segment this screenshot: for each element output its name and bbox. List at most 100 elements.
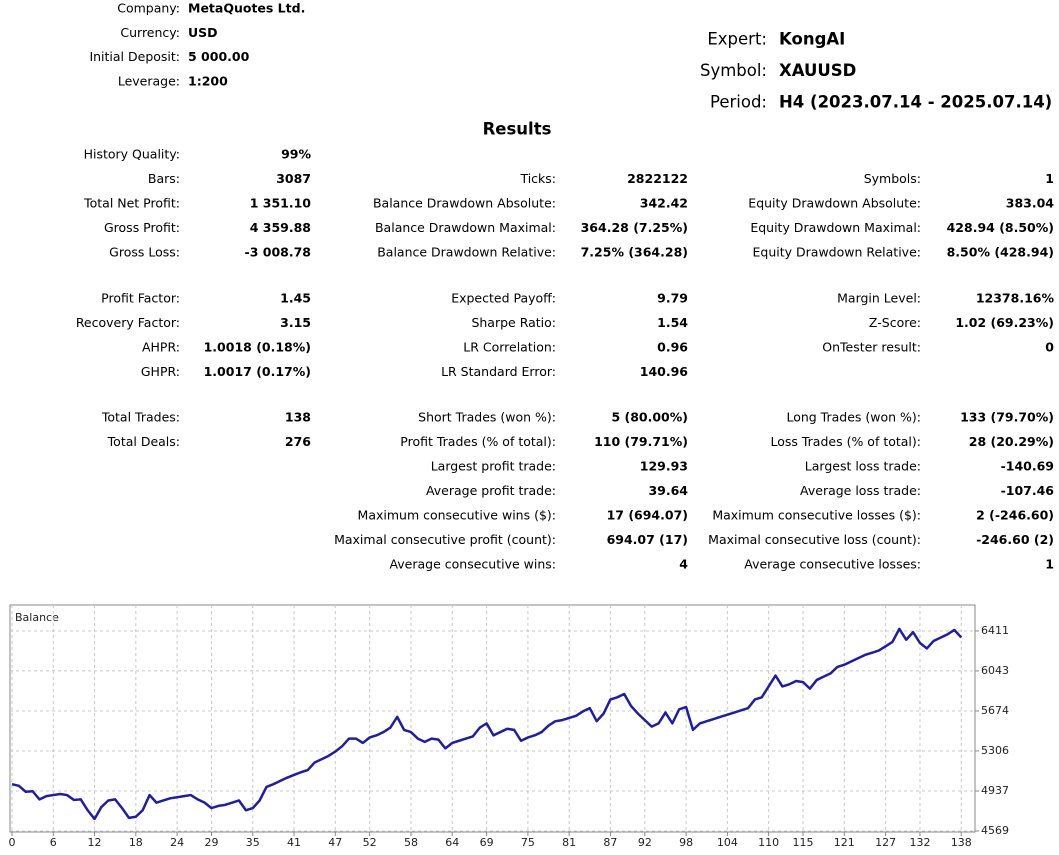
- result-label: Equity Drawdown Maximal:: [750, 220, 921, 235]
- result-value: 1.02 (69.23%): [955, 315, 1054, 330]
- result-label: Symbols:: [864, 171, 921, 186]
- x-tick-label: 104: [717, 836, 738, 849]
- field-label: Period:: [710, 93, 767, 112]
- result-value: 1 351.10: [250, 196, 312, 211]
- result-label: Short Trades (won %):: [418, 410, 556, 425]
- result-value: -246.60 (2): [976, 532, 1054, 547]
- result-value: 1: [1045, 171, 1054, 186]
- result-value: -3 008.78: [245, 245, 311, 260]
- result-label: Average consecutive wins:: [389, 557, 556, 572]
- result-label: Largest loss trade:: [805, 459, 921, 474]
- field-label: Initial Deposit:: [89, 49, 180, 64]
- result-value: 5 (80.00%): [611, 410, 688, 425]
- x-tick-label: 29: [204, 836, 218, 849]
- result-value: 0: [1045, 340, 1054, 355]
- x-tick-label: 110: [758, 836, 779, 849]
- result-label: AHPR:: [142, 340, 180, 355]
- result-value: 110 (79.71%): [594, 434, 688, 449]
- x-tick-label: 64: [445, 836, 459, 849]
- result-value: 342.42: [640, 196, 688, 211]
- field-label: Symbol:: [700, 61, 767, 80]
- result-label: Expected Payoff:: [451, 291, 556, 306]
- result-value: 129.93: [640, 459, 688, 474]
- field-value: 5 000.00: [188, 49, 250, 64]
- result-label: Loss Trades (% of total):: [770, 434, 921, 449]
- y-tick-label: 5306: [981, 744, 1009, 757]
- chart-title: Balance: [15, 611, 59, 624]
- x-tick-label: 24: [170, 836, 184, 849]
- result-label: Z-Score:: [869, 315, 921, 330]
- x-tick-label: 115: [793, 836, 814, 849]
- result-label: Total Trades:: [101, 410, 180, 425]
- result-label: Bars:: [148, 171, 180, 186]
- x-tick-label: 18: [129, 836, 143, 849]
- result-label: Average profit trade:: [426, 483, 556, 498]
- result-value: 1.45: [280, 291, 311, 306]
- field-value: XAUUSD: [779, 61, 856, 80]
- result-label: Sharpe Ratio:: [471, 315, 556, 330]
- x-tick-label: 12: [88, 836, 102, 849]
- result-value: 17 (694.07): [607, 508, 688, 523]
- result-value: 1.0018 (0.18%): [204, 340, 311, 355]
- result-label: Largest profit trade:: [431, 459, 556, 474]
- x-tick-label: 92: [638, 836, 652, 849]
- result-label: Gross Loss:: [109, 245, 180, 260]
- field-label: Company:: [117, 1, 180, 16]
- x-tick-label: 138: [951, 836, 972, 849]
- x-tick-label: 0: [9, 836, 16, 849]
- x-tick-label: 52: [363, 836, 377, 849]
- y-tick-label: 5674: [981, 704, 1009, 717]
- result-value: 3.15: [280, 315, 311, 330]
- result-value: 39.64: [648, 483, 688, 498]
- result-label: LR Standard Error:: [441, 364, 556, 379]
- x-tick-label: 41: [287, 836, 301, 849]
- result-label: Average loss trade:: [800, 483, 921, 498]
- result-value: -107.46: [1001, 483, 1055, 498]
- result-value: 428.94 (8.50%): [947, 220, 1054, 235]
- y-tick-label: 4937: [981, 784, 1009, 797]
- result-value: -140.69: [1001, 459, 1054, 474]
- result-label: Balance Drawdown Absolute:: [373, 196, 556, 211]
- result-label: Average consecutive losses:: [744, 557, 921, 572]
- result-value: 138: [285, 410, 311, 425]
- result-label: Gross Profit:: [104, 220, 180, 235]
- x-tick-label: 121: [834, 836, 855, 849]
- result-label: Total Net Profit:: [83, 196, 180, 211]
- y-tick-label: 4569: [981, 824, 1009, 837]
- result-label: Maximal consecutive loss (count):: [708, 532, 921, 547]
- field-label: Currency:: [120, 25, 180, 40]
- result-value: 3087: [276, 171, 311, 186]
- result-value: 8.50% (428.94): [947, 245, 1054, 260]
- result-label: GHPR:: [141, 364, 180, 379]
- result-label: Maximum consecutive wins ($):: [358, 508, 556, 523]
- result-label: Long Trades (won %):: [786, 410, 921, 425]
- result-value: 276: [285, 434, 311, 449]
- result-value: 140.96: [640, 364, 689, 379]
- result-label: Margin Level:: [837, 291, 921, 306]
- result-label: Equity Drawdown Relative:: [753, 245, 921, 260]
- result-value: 133 (79.70%): [960, 410, 1054, 425]
- field-value: MetaQuotes Ltd.: [188, 1, 305, 16]
- result-value: 383.04: [1006, 196, 1055, 211]
- x-tick-label: 98: [679, 836, 693, 849]
- result-value: 12378.16%: [976, 291, 1055, 306]
- field-value: H4 (2023.07.14 - 2025.07.14): [779, 93, 1052, 112]
- result-value: 1: [1045, 557, 1054, 572]
- result-value: 364.28 (7.25%): [581, 220, 688, 235]
- result-label: Ticks:: [519, 171, 556, 186]
- x-tick-label: 6: [50, 836, 57, 849]
- field-label: Leverage:: [118, 73, 180, 88]
- result-label: Profit Trades (% of total):: [400, 434, 556, 449]
- x-tick-label: 87: [603, 836, 617, 849]
- result-value: 694.07 (17): [607, 532, 688, 547]
- result-value: 1.0017 (0.17%): [204, 364, 311, 379]
- result-value: 2822122: [627, 171, 688, 186]
- field-label: Expert:: [707, 30, 767, 49]
- field-value: KongAI: [779, 30, 845, 49]
- y-tick-label: 6411: [981, 624, 1009, 637]
- result-value: 28 (20.29%): [969, 434, 1054, 449]
- x-tick-label: 47: [328, 836, 342, 849]
- field-value: 1:200: [188, 73, 228, 88]
- result-label: History Quality:: [84, 147, 180, 162]
